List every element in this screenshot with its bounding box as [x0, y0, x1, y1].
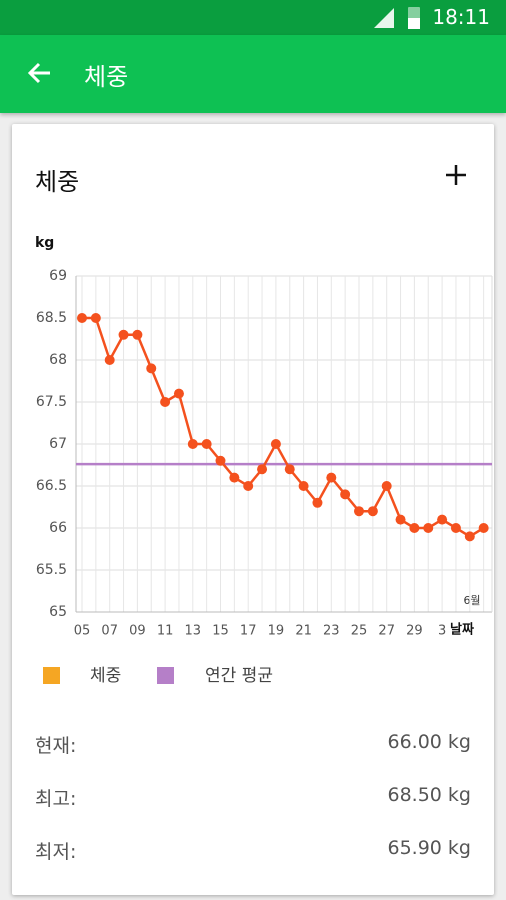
x-tick-label: 27	[378, 624, 395, 639]
weight-point	[312, 497, 323, 508]
weight-point	[132, 329, 143, 340]
stat-row: 최저: 65.90 kg	[35, 837, 471, 864]
status-bar: 18:11	[0, 0, 506, 35]
weight-point	[450, 523, 461, 533]
legend-label: 연간 평균	[205, 666, 273, 686]
weight-point	[409, 523, 420, 533]
weight-point	[201, 439, 212, 449]
weight-point	[173, 388, 184, 399]
annotation: 6월	[463, 594, 480, 607]
y-tick-label: 67	[49, 436, 67, 452]
y-tick-label: 68.5	[36, 310, 67, 326]
y-tick-label: 67.5	[36, 394, 67, 410]
legend-label: 체중	[90, 666, 121, 686]
weight-point	[381, 481, 392, 491]
legend-swatch	[43, 667, 60, 684]
weight-point	[478, 523, 489, 533]
stat-value: 66.00 kg	[387, 731, 472, 753]
stat-row: 최고: 68.50 kg	[35, 784, 471, 811]
y-tick-label: 65	[49, 604, 67, 620]
x-tick-label: 29	[406, 624, 423, 639]
app-bar: 체중	[0, 35, 506, 113]
weight-card: 체중 현재: 66.00 kg 최고: 68.50 kg 최저: 65.90 kg	[12, 124, 494, 895]
x-tick-label: 11	[157, 624, 174, 639]
weight-point	[118, 329, 129, 340]
weight-point	[395, 514, 406, 525]
weight-point	[187, 439, 198, 449]
weight-point	[340, 489, 351, 500]
weight-point	[229, 472, 240, 483]
x-tick-label: 15	[212, 624, 229, 639]
x-tick-label: 09	[129, 624, 146, 639]
status-icons	[374, 7, 420, 29]
weight-point	[437, 514, 448, 525]
weight-point	[77, 313, 87, 323]
weight-point	[104, 355, 115, 365]
weight-point	[270, 439, 281, 449]
weight-point	[423, 523, 434, 533]
x-tick-label: 05	[74, 624, 91, 639]
clock: 18:11	[432, 5, 490, 29]
stat-label: 현재:	[35, 735, 77, 757]
y-tick-label: 68	[49, 352, 67, 368]
x-tick-label: 25	[351, 624, 368, 639]
weight-point	[326, 472, 337, 483]
x-tick-label: 19	[268, 624, 285, 639]
x-tick-label: 07	[101, 624, 118, 639]
weight-point	[215, 455, 226, 466]
x-tick-label: 17	[240, 624, 257, 639]
x-tick-label: 21	[295, 624, 312, 639]
stat-label: 최저:	[35, 841, 77, 863]
weight-point	[367, 506, 378, 517]
weight-point	[160, 397, 171, 407]
x-axis-label: 날짜	[450, 622, 474, 638]
y-tick-label: 69	[49, 268, 67, 284]
x-tick-label: 23	[323, 624, 340, 639]
y-tick-label: 66	[49, 520, 67, 536]
weight-point	[284, 464, 295, 475]
weight-point	[354, 506, 364, 517]
weight-point	[298, 481, 309, 491]
weight-point	[146, 363, 157, 374]
x-tick-label: 3	[438, 624, 446, 639]
stat-value: 65.90 kg	[387, 837, 472, 859]
x-tick-label: 13	[185, 624, 202, 639]
weight-point	[464, 531, 475, 542]
stat-label: 최고:	[35, 788, 77, 810]
back-button[interactable]	[26, 59, 54, 87]
y-tick-label: 65.5	[36, 562, 67, 578]
y-axis-label: kg	[35, 235, 54, 251]
weight-point	[90, 313, 101, 323]
stat-row: 현재: 66.00 kg	[35, 731, 471, 758]
chart: kg 날짜 6월 65 65.5 66 66.5 67 67.5 68 68.5 69 05 07 0…	[35, 235, 493, 686]
stat-value: 68.50 kg	[387, 784, 472, 806]
add-button[interactable]	[445, 164, 467, 186]
weight-point	[257, 464, 268, 475]
legend-swatch	[157, 667, 174, 684]
weight-point	[243, 481, 254, 491]
card-title: 체중	[35, 168, 80, 196]
y-tick-label: 66.5	[36, 478, 67, 494]
app-title: 체중	[84, 63, 129, 91]
weight-line	[82, 316, 485, 538]
